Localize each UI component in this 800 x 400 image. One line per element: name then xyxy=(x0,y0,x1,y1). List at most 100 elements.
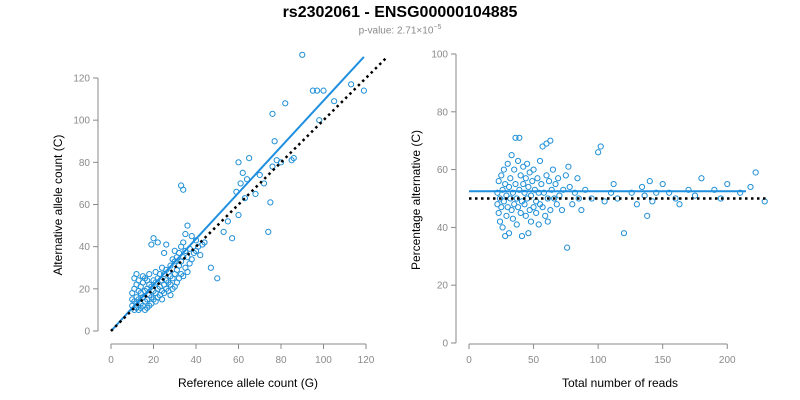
data-point xyxy=(516,134,523,141)
data-point xyxy=(522,175,529,182)
data-point xyxy=(150,235,157,242)
data-point xyxy=(496,218,504,225)
data-point xyxy=(558,206,566,214)
data-point xyxy=(566,183,573,191)
data-point xyxy=(495,178,502,185)
p-value-text: p-value: 2.71×10 xyxy=(358,25,434,37)
data-point xyxy=(549,166,557,173)
x-tick-label: 50 xyxy=(528,355,540,366)
data-point xyxy=(503,212,510,219)
data-point xyxy=(167,262,174,269)
y-tick-label: 40 xyxy=(79,242,91,253)
data-point xyxy=(521,189,528,196)
data-point xyxy=(517,209,524,217)
data-point xyxy=(659,180,666,188)
data-point xyxy=(547,206,554,214)
data-point xyxy=(540,189,547,196)
data-point xyxy=(530,166,537,173)
data-point xyxy=(698,175,705,182)
data-point xyxy=(564,244,571,251)
data-point xyxy=(620,230,628,237)
data-point xyxy=(552,180,559,188)
data-point xyxy=(527,218,535,225)
data-point xyxy=(597,143,604,150)
data-point xyxy=(505,183,513,191)
data-point xyxy=(512,180,519,188)
data-point xyxy=(521,201,528,208)
data-point xyxy=(560,186,567,193)
data-point xyxy=(539,143,546,150)
data-point xyxy=(595,149,602,156)
data-point xyxy=(724,180,731,188)
data-point xyxy=(502,232,509,240)
data-point xyxy=(282,100,289,107)
x-axis-title: Total number of reads xyxy=(562,376,678,390)
y-tick-label: 100 xyxy=(73,116,90,127)
data-point xyxy=(547,137,554,144)
chart-subtitle: p-value: 2.71×10−5 xyxy=(0,24,800,36)
data-point xyxy=(533,209,540,217)
data-point xyxy=(498,204,505,211)
x-tick-label: 40 xyxy=(190,355,202,366)
data-point xyxy=(167,292,174,299)
data-point xyxy=(711,186,718,193)
data-point xyxy=(542,212,549,219)
data-point xyxy=(518,232,526,240)
data-point xyxy=(158,296,166,303)
data-point xyxy=(508,152,515,159)
data-point xyxy=(163,241,170,248)
data-point xyxy=(582,186,589,193)
p-value-exponent: −5 xyxy=(433,24,442,31)
x-tick-label: 80 xyxy=(275,355,287,366)
data-point xyxy=(508,206,515,214)
data-point xyxy=(512,134,519,141)
data-point xyxy=(543,172,550,179)
data-point xyxy=(646,178,653,185)
y-tick-label: 0 xyxy=(84,327,90,338)
data-point xyxy=(314,87,321,94)
data-point xyxy=(529,178,536,185)
data-point xyxy=(505,230,513,237)
y-tick-label: 80 xyxy=(437,107,449,118)
data-point xyxy=(569,201,576,208)
left-scatter-panel: 0 20 40 60 80 100 120 0 20 40 60 80 100 120 Reference … xyxy=(51,51,389,390)
data-point xyxy=(180,273,187,280)
data-point xyxy=(197,252,204,259)
y-tick-label: 40 xyxy=(437,223,449,234)
x-tick-label: 120 xyxy=(358,355,375,366)
data-point xyxy=(544,218,551,225)
data-point xyxy=(235,211,242,219)
y-tick-label: 120 xyxy=(73,74,90,85)
data-point xyxy=(649,198,656,205)
x-tick-label: 20 xyxy=(148,355,160,366)
data-point xyxy=(539,204,546,211)
data-point xyxy=(520,163,527,170)
data-point xyxy=(252,190,259,198)
y-axis-title: Percentage alternative (C) xyxy=(409,130,423,270)
x-tick-label: 100 xyxy=(315,355,332,366)
data-point xyxy=(610,180,617,188)
data-point xyxy=(495,209,502,217)
x-tick-label: 150 xyxy=(654,355,671,366)
x-tick-label: 0 xyxy=(466,355,472,366)
data-point xyxy=(188,256,195,263)
y-tick-label: 80 xyxy=(79,158,91,169)
data-point xyxy=(207,264,214,271)
data-point xyxy=(752,169,759,176)
data-point xyxy=(562,172,569,179)
data-point xyxy=(180,186,187,193)
data-point xyxy=(498,172,505,179)
data-point xyxy=(638,183,646,191)
data-point xyxy=(524,160,531,167)
reference-line xyxy=(110,56,389,332)
data-point xyxy=(182,230,189,238)
data-point xyxy=(531,186,538,193)
data-point xyxy=(538,180,545,188)
data-point xyxy=(526,169,533,176)
data-point xyxy=(237,180,244,187)
data-point xyxy=(548,186,555,193)
data-point xyxy=(500,166,507,173)
y-tick-label: 20 xyxy=(437,281,449,292)
data-point xyxy=(535,221,542,228)
data-point xyxy=(543,140,550,147)
